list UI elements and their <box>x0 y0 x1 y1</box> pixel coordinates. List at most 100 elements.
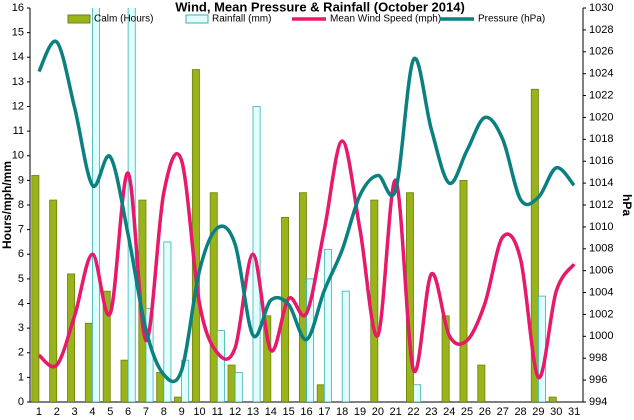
legend-label: Mean Wind Speed (mph) <box>330 14 441 25</box>
y2-tick-label: 1028 <box>589 24 613 36</box>
bar <box>477 364 486 402</box>
y2-tick-label: 996 <box>589 374 607 386</box>
legend-label: Pressure (hPa) <box>478 14 545 25</box>
bar <box>174 396 183 402</box>
x-tick-label: 28 <box>514 406 526 418</box>
x-tick-label: 7 <box>143 406 149 418</box>
bar <box>263 315 272 402</box>
bar <box>191 69 200 402</box>
y-axis-title: Hours/mph/mm <box>0 161 14 249</box>
bar <box>31 175 40 402</box>
x-tick-label: 22 <box>407 406 419 418</box>
x-tick-label: 14 <box>265 406 277 418</box>
x-tick-label: 12 <box>229 406 241 418</box>
y2-tick-label: 1000 <box>589 330 613 342</box>
x-tick-label: 13 <box>247 406 259 418</box>
x-tick-label: 10 <box>193 406 205 418</box>
y-tick-label: 0 <box>18 396 24 408</box>
y-tick-label: 4 <box>18 297 24 309</box>
x-tick-label: 11 <box>212 406 223 418</box>
bar <box>316 384 325 402</box>
y-tick-label: 9 <box>18 174 24 186</box>
bar <box>120 359 129 402</box>
x-tick-label: 31 <box>568 406 580 418</box>
y2-axis-title: hPa <box>620 194 634 216</box>
line <box>37 139 576 380</box>
x-tick-label: 20 <box>372 406 384 418</box>
x-tick-label: 15 <box>283 406 295 418</box>
bar <box>227 364 236 402</box>
y-tick-label: 15 <box>12 27 24 39</box>
x-tick-label: 17 <box>318 406 330 418</box>
line <box>37 39 576 384</box>
y2-tick-label: 1014 <box>589 177 613 189</box>
y2-tick-label: 1018 <box>589 133 613 145</box>
y-tick-label: 7 <box>18 224 24 236</box>
y-tick-label: 13 <box>12 76 24 88</box>
x-tick-label: 19 <box>354 406 366 418</box>
y2-tick-label: 1030 <box>589 2 613 14</box>
y2-tick-label: 994 <box>589 396 607 408</box>
y-tick-label: 5 <box>18 273 24 285</box>
bar <box>156 372 165 402</box>
x-tick-label: 18 <box>336 406 348 418</box>
x-tick-label: 6 <box>125 406 131 418</box>
y-tick-label: 16 <box>12 2 24 14</box>
y2-tick-label: 1002 <box>589 308 613 320</box>
y2-tick-label: 998 <box>589 352 607 364</box>
bar <box>92 8 100 402</box>
bar <box>548 396 557 402</box>
bar <box>530 88 539 402</box>
y-tick-label: 12 <box>12 100 24 112</box>
x-tick-label: 4 <box>89 406 95 418</box>
y2-tick-label: 1016 <box>589 155 613 167</box>
x-tick-label: 30 <box>550 406 562 418</box>
plot-area <box>31 8 576 402</box>
y-tick-label: 6 <box>18 248 24 260</box>
x-tick-label: 25 <box>461 406 473 418</box>
x-tick-label: 2 <box>54 406 60 418</box>
bar <box>370 199 379 402</box>
x-tick-label: 3 <box>72 406 78 418</box>
legend-label: Calm (Hours) <box>94 14 153 25</box>
bar <box>49 199 58 402</box>
y2-tick-label: 1026 <box>589 46 613 58</box>
bar <box>209 192 218 402</box>
x-tick-label: 9 <box>179 406 185 418</box>
x-tick-label: 21 <box>390 406 402 418</box>
x-tick-label: 27 <box>497 406 509 418</box>
bar <box>84 322 93 402</box>
y2-tick-label: 1010 <box>589 221 613 233</box>
bar <box>102 290 111 402</box>
y2-tick-label: 1012 <box>589 199 613 211</box>
bar <box>413 384 422 402</box>
bar <box>163 241 172 402</box>
y2-tick-label: 1006 <box>589 265 613 277</box>
y2-tick-label: 1020 <box>589 111 613 123</box>
x-tick-label: 24 <box>443 406 455 418</box>
legend-swatch <box>67 14 91 24</box>
x-tick-label: 26 <box>479 406 491 418</box>
y-tick-label: 14 <box>12 51 24 63</box>
y-tick-label: 8 <box>18 199 24 211</box>
legend-label: Rainfall (mm) <box>212 14 271 25</box>
y2-tick-label: 1024 <box>589 68 613 80</box>
chart-title: Wind, Mean Pressure & Rainfall (October … <box>175 0 465 14</box>
x-tick-label: 8 <box>161 406 167 418</box>
bar <box>459 179 468 402</box>
x-tick-label: 16 <box>300 406 312 418</box>
y2-tick-label: 1004 <box>589 286 613 298</box>
bar <box>234 372 243 402</box>
y2-tick-label: 1022 <box>589 89 613 101</box>
y2-tick-label: 1008 <box>589 243 613 255</box>
legend-swatch <box>185 14 209 24</box>
bar <box>538 295 546 402</box>
bar <box>298 192 307 402</box>
y-tick-label: 10 <box>12 150 24 162</box>
bar <box>323 248 332 402</box>
y-tick-label: 11 <box>13 125 24 137</box>
y-tick-label: 2 <box>18 347 24 359</box>
bar <box>441 315 450 402</box>
y-tick-label: 1 <box>18 371 24 383</box>
x-tick-label: 1 <box>36 406 42 418</box>
